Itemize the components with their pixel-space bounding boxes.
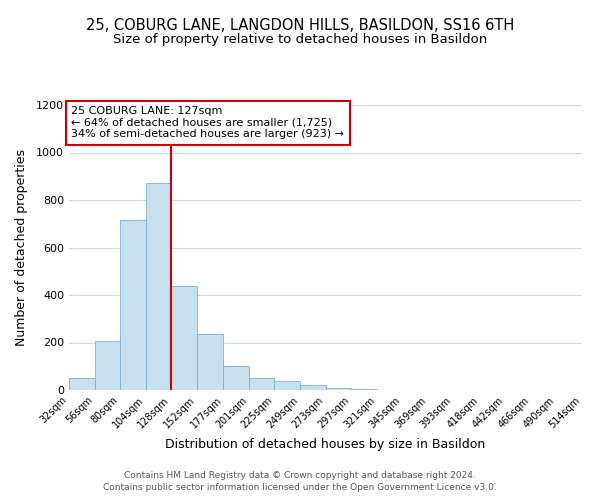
Text: 25, COBURG LANE, LANGDON HILLS, BASILDON, SS16 6TH: 25, COBURG LANE, LANGDON HILLS, BASILDON…	[86, 18, 514, 32]
Bar	[146, 184, 171, 390]
Bar	[351, 389, 377, 390]
Bar	[120, 220, 146, 390]
Bar	[95, 341, 120, 390]
Bar	[325, 388, 351, 390]
Bar	[274, 380, 300, 390]
Text: Contains HM Land Registry data © Crown copyright and database right 2024.: Contains HM Land Registry data © Crown c…	[124, 471, 476, 480]
Bar	[300, 385, 325, 390]
Bar	[223, 366, 249, 390]
Bar	[171, 286, 197, 390]
Bar	[197, 334, 223, 390]
Text: Contains public sector information licensed under the Open Government Licence v3: Contains public sector information licen…	[103, 484, 497, 492]
Text: Size of property relative to detached houses in Basildon: Size of property relative to detached ho…	[113, 32, 487, 46]
Y-axis label: Number of detached properties: Number of detached properties	[14, 149, 28, 346]
X-axis label: Distribution of detached houses by size in Basildon: Distribution of detached houses by size …	[166, 438, 485, 451]
Bar	[249, 378, 274, 390]
Bar	[69, 378, 95, 390]
Text: 25 COBURG LANE: 127sqm
← 64% of detached houses are smaller (1,725)
34% of semi-: 25 COBURG LANE: 127sqm ← 64% of detached…	[71, 106, 344, 140]
